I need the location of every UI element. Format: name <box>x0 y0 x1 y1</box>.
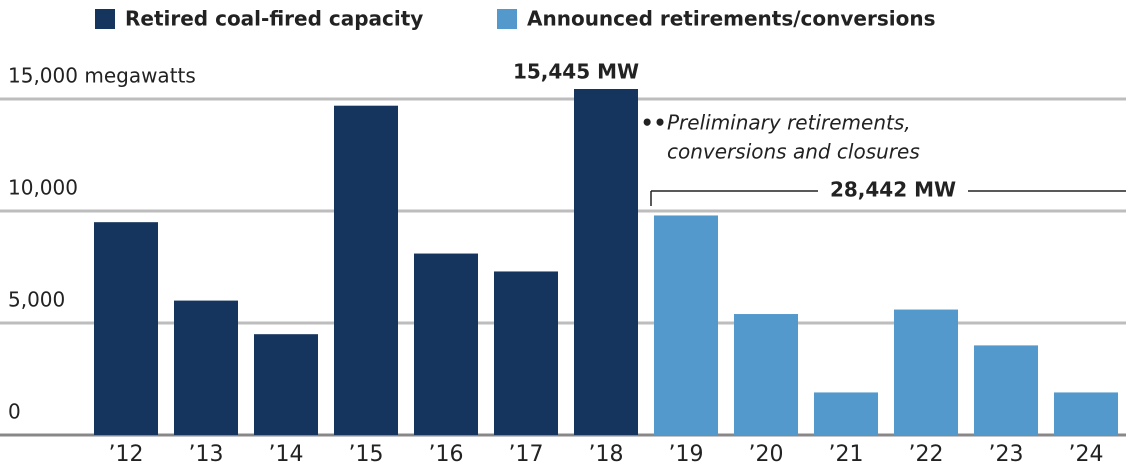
y-tick-label: 5,000 <box>8 287 65 311</box>
x-tick-label: ’16 <box>429 442 464 465</box>
x-tick-label: ’18 <box>589 442 624 465</box>
x-tick-label: ’22 <box>909 442 944 465</box>
bar <box>494 271 558 435</box>
bar <box>654 215 718 435</box>
legend-label: Announced retirements/conversions <box>527 7 936 31</box>
x-tick-label: ’15 <box>349 442 384 465</box>
y-tick-label: 0 <box>8 400 21 424</box>
bar <box>814 392 878 435</box>
bar <box>1054 392 1118 435</box>
bar <box>334 105 398 435</box>
x-tick-label: ’20 <box>749 442 784 465</box>
x-tick-label: ’14 <box>269 442 304 465</box>
bar <box>254 334 318 435</box>
legend-swatch <box>497 9 517 29</box>
x-tick-label: ’21 <box>829 442 864 465</box>
x-tick-label: ’12 <box>109 442 144 465</box>
bar <box>174 300 238 435</box>
annotation: 28,442 MW <box>830 178 956 202</box>
bar <box>94 222 158 435</box>
legend-label: Retired coal-fired capacity <box>125 7 423 31</box>
x-tick-label: ’23 <box>989 442 1024 465</box>
bar <box>734 314 798 435</box>
x-tick-label: ’24 <box>1069 442 1104 465</box>
y-tick-label: 15,000 megawatts <box>8 63 196 87</box>
x-tick-label: ’19 <box>669 442 704 465</box>
x-tick-label: ’17 <box>509 442 544 465</box>
annotation: Preliminary retirements, <box>667 111 911 135</box>
legend-swatch <box>95 9 115 29</box>
bar <box>574 89 638 435</box>
annotation: conversions and closures <box>667 140 920 164</box>
bar <box>894 309 958 435</box>
bar <box>414 253 478 435</box>
x-tick-label: ’13 <box>189 442 224 465</box>
bar <box>974 345 1038 435</box>
y-tick-label: 10,000 <box>8 175 78 199</box>
data-label: 15,445 MW <box>513 60 639 84</box>
bracket <box>650 190 1126 206</box>
